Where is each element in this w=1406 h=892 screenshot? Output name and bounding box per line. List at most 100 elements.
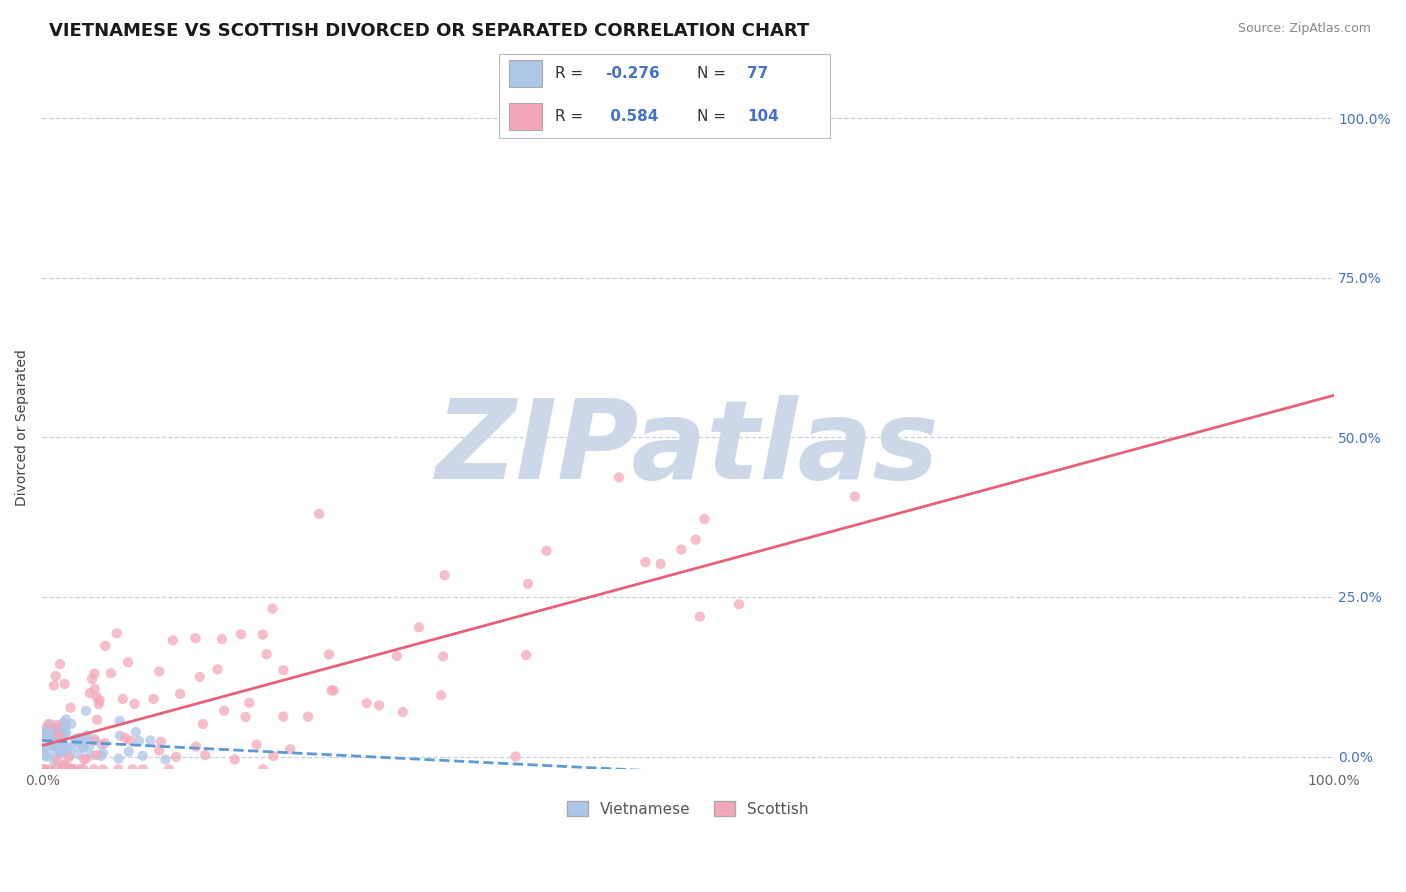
Point <box>51 743 73 757</box>
Point <box>67 737 90 751</box>
Point <box>76 728 98 742</box>
Point <box>42 679 65 693</box>
Point <box>94 736 117 750</box>
Point <box>256 647 278 661</box>
Point <box>844 490 866 504</box>
Point <box>139 733 162 747</box>
Point <box>51 729 73 743</box>
Point <box>650 557 672 571</box>
Point <box>42 748 65 763</box>
Point <box>89 693 111 707</box>
Point <box>100 666 122 681</box>
Point <box>105 626 128 640</box>
Point <box>49 729 72 743</box>
Point <box>165 750 187 764</box>
Point <box>73 740 96 755</box>
FancyBboxPatch shape <box>509 103 543 130</box>
Point <box>322 683 344 698</box>
Point <box>90 738 112 752</box>
Point <box>321 683 343 698</box>
Point <box>31 762 53 776</box>
Point <box>117 745 139 759</box>
Point <box>66 734 89 748</box>
Point <box>51 759 73 773</box>
Text: 77: 77 <box>747 66 768 81</box>
Point <box>184 631 207 645</box>
Point <box>430 688 453 702</box>
Point <box>53 716 76 731</box>
Point <box>39 721 62 735</box>
Point <box>120 733 142 747</box>
Point <box>31 740 53 755</box>
Point <box>273 663 295 677</box>
Point <box>356 696 378 710</box>
Point <box>44 739 66 754</box>
Text: 104: 104 <box>747 109 779 124</box>
Point <box>48 728 70 742</box>
Point <box>41 731 63 745</box>
Point <box>229 627 252 641</box>
Point <box>53 726 76 740</box>
Point <box>46 753 69 767</box>
Point <box>44 762 66 776</box>
Point <box>52 745 75 759</box>
Point <box>142 692 165 706</box>
Point <box>38 725 60 739</box>
Point <box>79 739 101 753</box>
Point <box>169 687 191 701</box>
Point <box>149 735 172 749</box>
Point <box>252 627 274 641</box>
Point <box>35 749 58 764</box>
Point <box>60 762 83 776</box>
Point <box>245 738 267 752</box>
Point <box>432 649 454 664</box>
Legend: Vietnamese, Scottish: Vietnamese, Scottish <box>561 796 815 823</box>
Point <box>45 718 67 732</box>
Point <box>51 738 73 752</box>
Point <box>121 762 143 776</box>
Point <box>536 544 558 558</box>
Point <box>194 747 217 762</box>
Point <box>42 738 65 752</box>
Point <box>60 740 83 755</box>
Point <box>83 681 105 696</box>
Point <box>607 470 630 484</box>
Point <box>235 710 257 724</box>
Point <box>111 692 134 706</box>
Point <box>86 690 108 705</box>
Point <box>80 748 103 763</box>
Point <box>262 601 284 615</box>
Point <box>51 762 73 776</box>
Point <box>124 697 146 711</box>
Point <box>157 762 180 776</box>
Point <box>433 568 456 582</box>
Text: VIETNAMESE VS SCOTTISH DIVORCED OR SEPARATED CORRELATION CHART: VIETNAMESE VS SCOTTISH DIVORCED OR SEPAR… <box>49 22 810 40</box>
Point <box>49 745 72 759</box>
Point <box>83 762 105 776</box>
Point <box>162 633 184 648</box>
Point <box>86 747 108 762</box>
Text: N =: N = <box>697 109 731 124</box>
Point <box>73 752 96 766</box>
Point <box>90 748 112 763</box>
Point <box>516 576 538 591</box>
Point <box>32 723 55 737</box>
Point <box>56 740 79 755</box>
Point <box>39 737 62 751</box>
Point <box>91 762 114 776</box>
Text: N =: N = <box>697 66 731 81</box>
Point <box>125 725 148 739</box>
Point <box>56 759 79 773</box>
Point <box>53 677 76 691</box>
Point <box>671 542 693 557</box>
Point <box>132 762 155 776</box>
Point <box>49 657 72 672</box>
Point <box>191 717 214 731</box>
Point <box>48 737 70 751</box>
Point <box>55 719 77 733</box>
Point <box>34 726 56 740</box>
Point <box>46 721 69 735</box>
Point <box>117 655 139 669</box>
Point <box>59 748 82 763</box>
Point <box>37 717 59 731</box>
